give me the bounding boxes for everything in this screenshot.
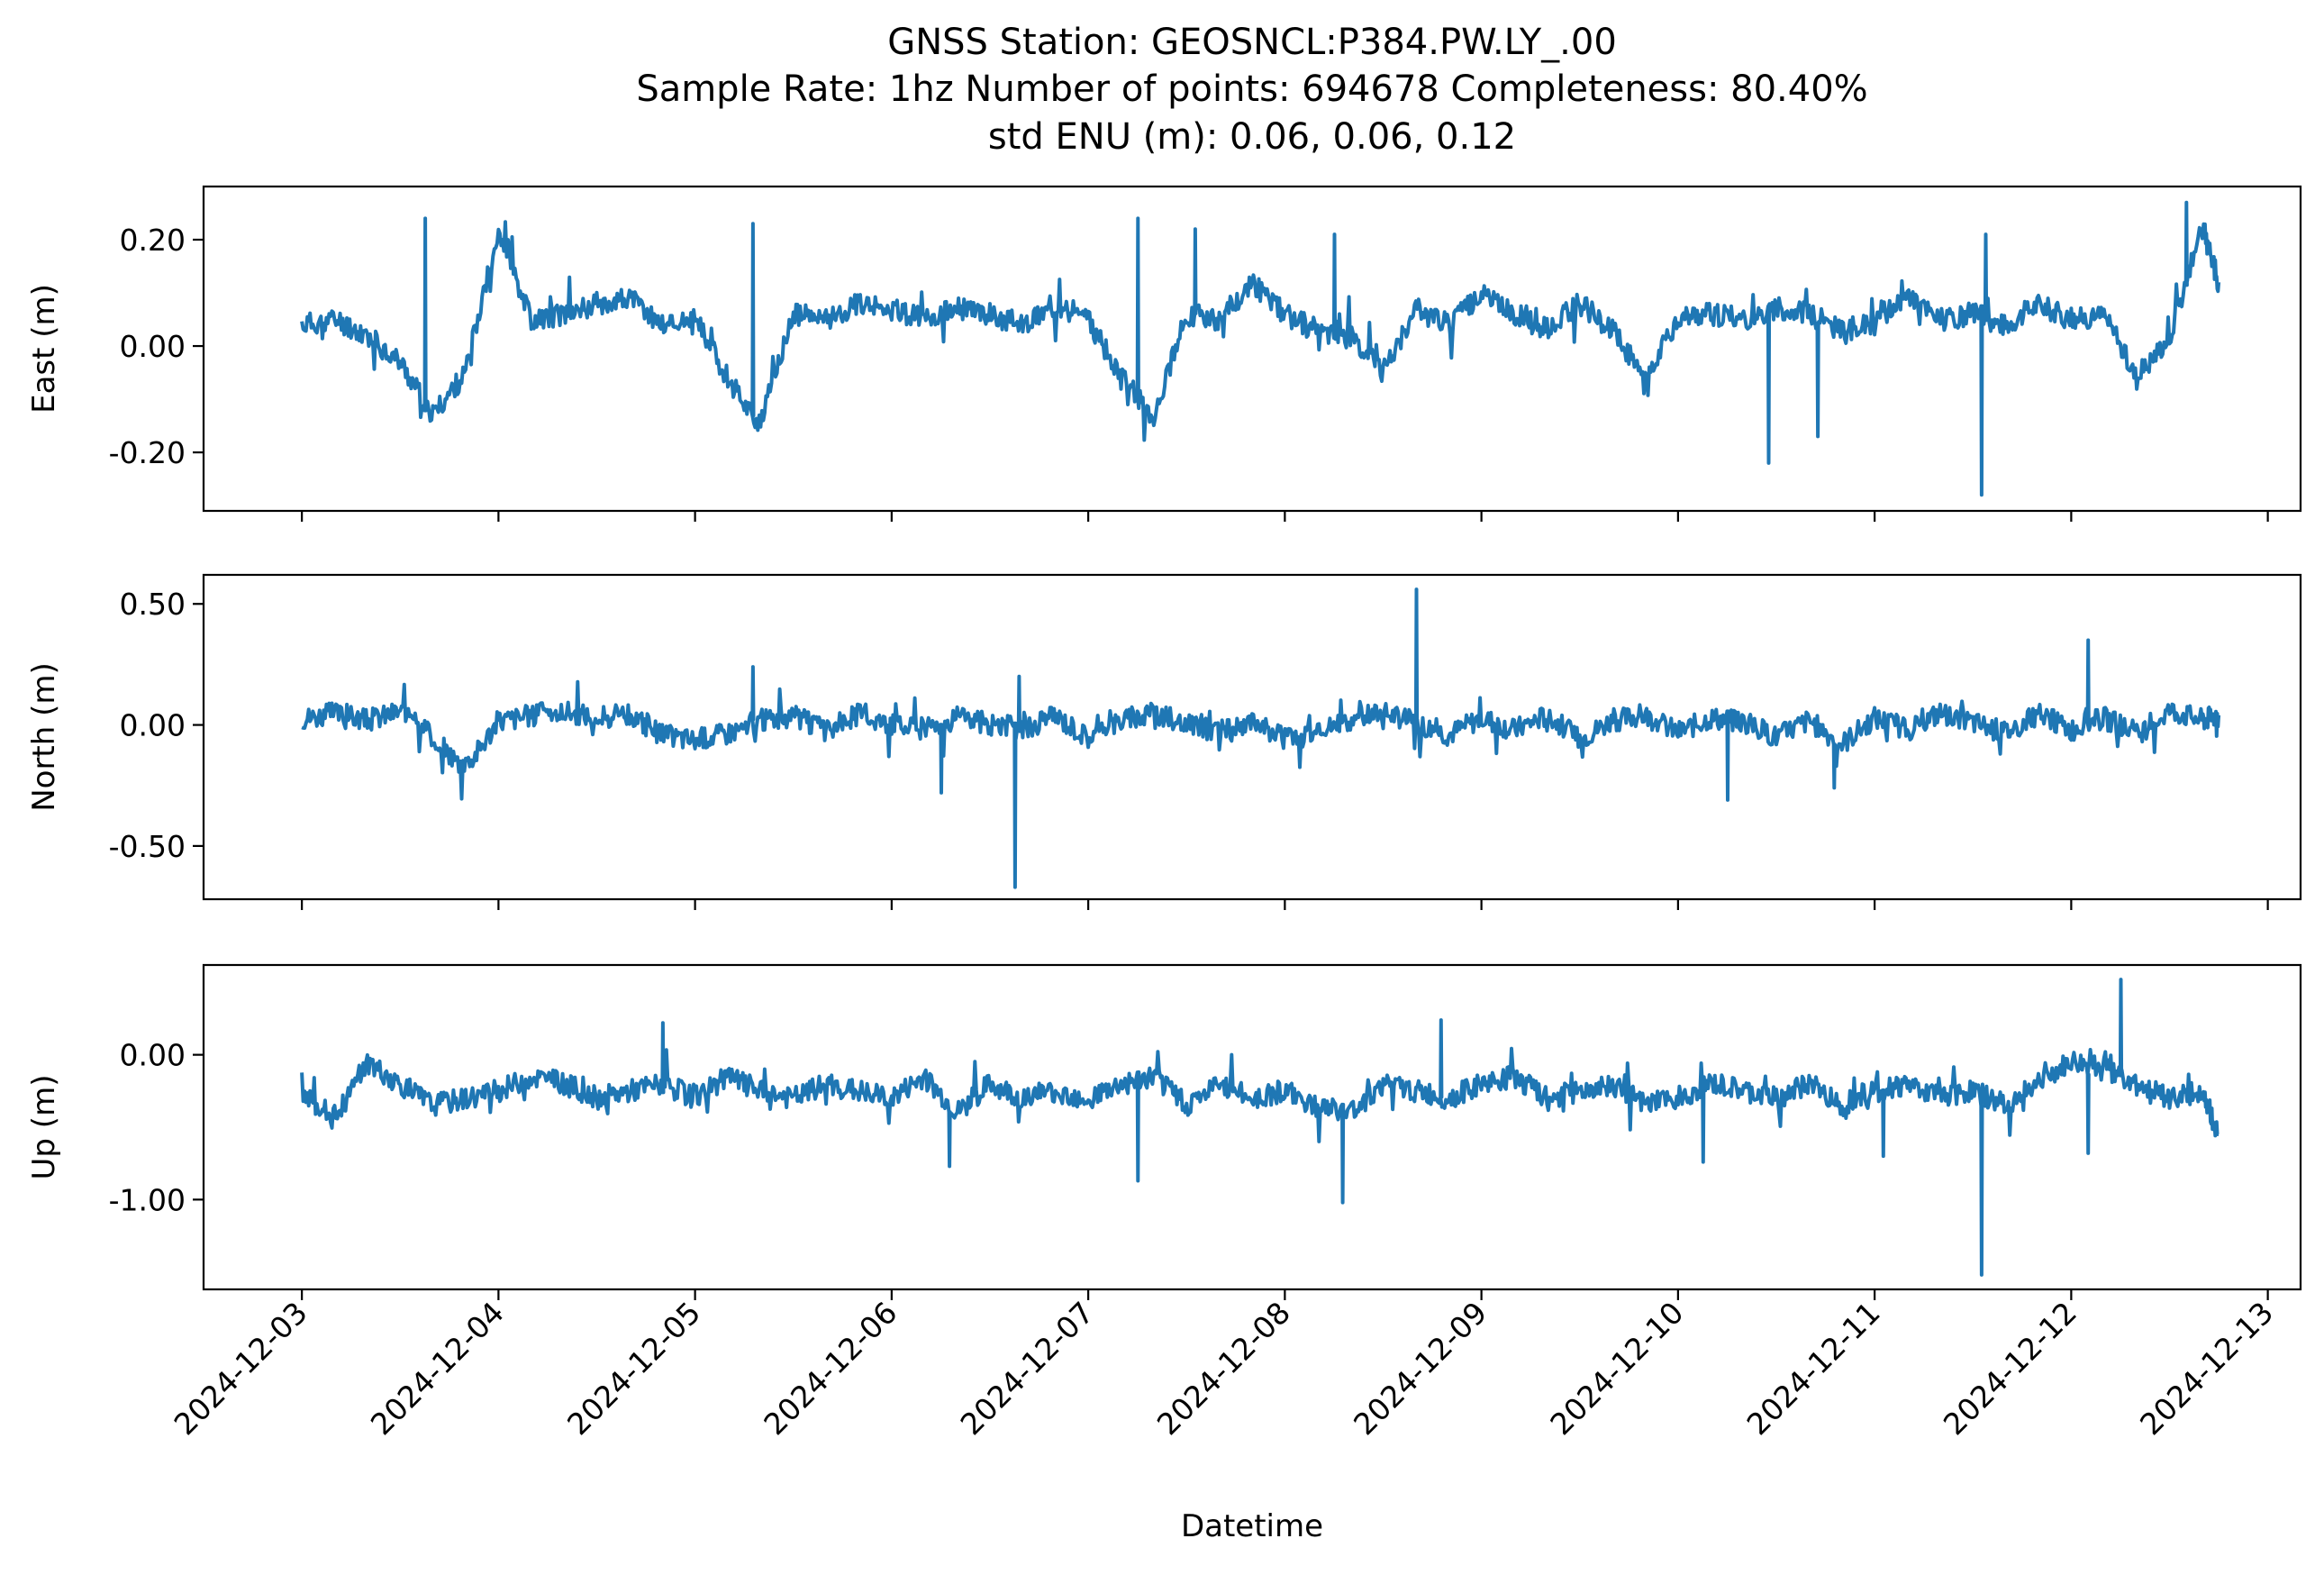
up-y-tick-label: -1.00: [109, 1182, 186, 1217]
x-tick-label: 2024-12-13: [2133, 1295, 2280, 1442]
east-panel: 0.20 0.00 -0.20 East (m): [26, 185, 2302, 522]
up-x-ticks: 2024-12-03 2024-12-04 2024-12-05 2024-12-06…: [168, 1289, 2280, 1442]
east-y-tick-label: 0.20: [120, 223, 186, 258]
east-y-tick-label: 0.00: [120, 329, 186, 364]
north-y-tick-label: 0.50: [120, 587, 186, 622]
x-tick-label: 2024-12-03: [168, 1295, 314, 1442]
x-tick-label: 2024-12-09: [1347, 1295, 1493, 1442]
up-series-line-0: [300, 978, 2220, 1277]
up-series: [300, 978, 2220, 1277]
x-tick-label: 2024-12-04: [364, 1295, 511, 1442]
east-y-ticks: 0.20 0.00 -0.20: [109, 223, 204, 470]
north-x-ticks: [301, 899, 2269, 910]
x-tick-label: 2024-12-07: [954, 1295, 1101, 1442]
up-y-ticks: 0.00 -1.00: [109, 1038, 204, 1217]
east-series: [300, 200, 2221, 497]
north-series: [301, 587, 2221, 889]
north-axes-frame: [202, 573, 2302, 901]
north-y-tick-label: -0.50: [109, 829, 186, 864]
east-axes-frame: [202, 185, 2302, 513]
title-line-2: Sample Rate: 1hz Number of points: 69467…: [636, 68, 1867, 110]
east-ylabel: East (m): [26, 284, 62, 414]
up-panel: 0.00 -1.00 2024-12-03 2024-12-04 2024-12-05…: [26, 963, 2302, 1442]
north-panel: 0.50 0.00 -0.50 North (m): [26, 573, 2302, 910]
north-series-line-0: [301, 587, 2221, 889]
north-ylabel: North (m): [26, 662, 62, 812]
north-y-tick-label: 0.00: [120, 708, 186, 743]
title-line-1: GNSS Station: GEOSNCL:P384.PW.LY_.00: [887, 22, 1617, 63]
x-tick-label: 2024-12-11: [1740, 1295, 1887, 1442]
east-y-tick-label: -0.20: [109, 435, 186, 470]
east-series-line-0: [300, 200, 2221, 497]
figure-title: GNSS Station: GEOSNCL:P384.PW.LY_.00 Sam…: [636, 22, 1867, 158]
x-tick-label: 2024-12-10: [1543, 1295, 1690, 1442]
up-axes-frame: [202, 963, 2302, 1291]
up-y-tick-label: 0.00: [120, 1038, 186, 1073]
east-x-ticks: [301, 511, 2269, 522]
up-ylabel: Up (m): [26, 1075, 62, 1180]
title-line-3: std ENU (m): 0.06, 0.06, 0.12: [988, 116, 1516, 158]
x-tick-label: 2024-12-06: [757, 1295, 903, 1442]
x-tick-label: 2024-12-05: [560, 1295, 707, 1442]
x-axis-label: Datetime: [1181, 1508, 1323, 1544]
x-tick-label: 2024-12-12: [1937, 1295, 2083, 1442]
north-y-ticks: 0.50 0.00 -0.50: [109, 587, 204, 864]
x-tick-label: 2024-12-08: [1150, 1295, 1297, 1442]
